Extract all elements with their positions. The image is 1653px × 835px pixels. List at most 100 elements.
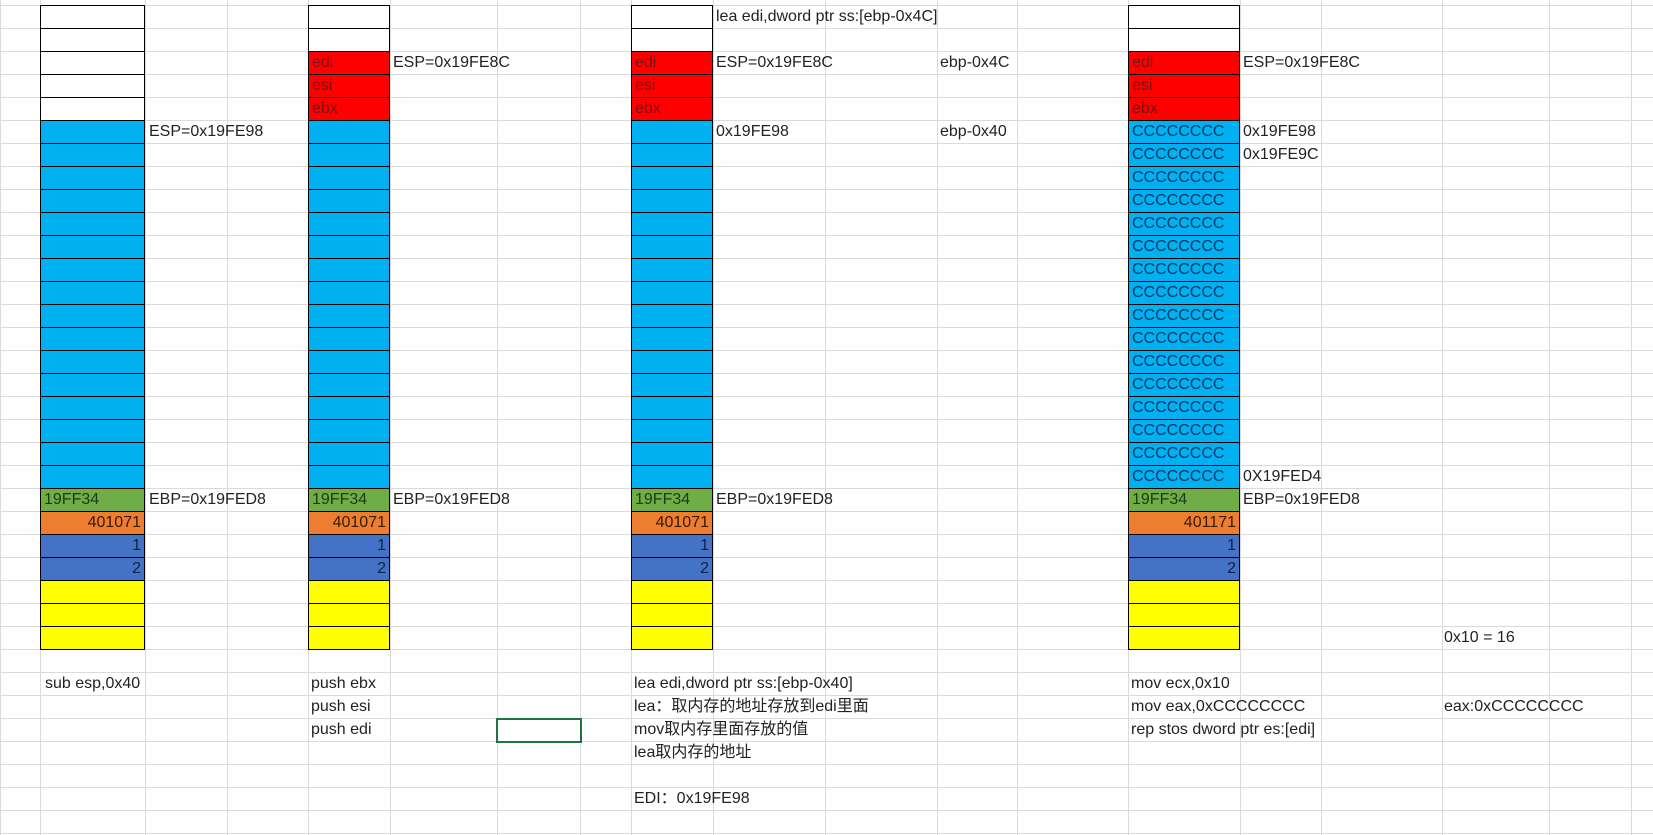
stack-cell[interactable]: 401071 — [40, 511, 145, 535]
stack-cell[interactable] — [308, 419, 390, 443]
stack-cell[interactable] — [308, 212, 390, 236]
stack-cell[interactable]: ebx — [631, 97, 713, 121]
stack-cell[interactable]: esi — [631, 74, 713, 98]
stack-cell[interactable] — [308, 580, 390, 604]
stack-cell[interactable] — [631, 465, 713, 489]
stack-cell[interactable] — [308, 304, 390, 328]
stack-cell[interactable]: CCCCCCCC — [1128, 419, 1240, 443]
stack-cell[interactable] — [631, 626, 713, 650]
stack-cell[interactable]: edi — [631, 51, 713, 75]
stack-cell[interactable] — [1128, 28, 1240, 52]
stack-cell[interactable] — [631, 304, 713, 328]
stack-cell[interactable]: CCCCCCCC — [1128, 442, 1240, 466]
stack-cell[interactable] — [308, 28, 390, 52]
stack-cell[interactable] — [40, 120, 145, 144]
stack-cell[interactable]: edi — [1128, 51, 1240, 75]
stack-cell[interactable] — [40, 189, 145, 213]
stack-cell[interactable]: CCCCCCCC — [1128, 396, 1240, 420]
stack-cell[interactable] — [308, 189, 390, 213]
stack-cell[interactable]: CCCCCCCC — [1128, 327, 1240, 351]
stack-cell[interactable] — [631, 28, 713, 52]
stack-cell[interactable] — [40, 304, 145, 328]
stack-cell[interactable] — [40, 5, 145, 29]
stack-cell[interactable] — [40, 235, 145, 259]
stack-cell[interactable]: 1 — [631, 534, 713, 558]
stack-cell[interactable] — [40, 580, 145, 604]
stack-cell[interactable] — [308, 373, 390, 397]
stack-cell[interactable] — [308, 603, 390, 627]
stack-cell[interactable] — [40, 281, 145, 305]
stack-cell[interactable]: 1 — [1128, 534, 1240, 558]
stack-cell[interactable] — [308, 327, 390, 351]
stack-cell[interactable] — [631, 281, 713, 305]
stack-cell[interactable] — [308, 626, 390, 650]
stack-cell[interactable] — [308, 442, 390, 466]
stack-cell[interactable] — [631, 442, 713, 466]
stack-cell[interactable]: CCCCCCCC — [1128, 350, 1240, 374]
stack-cell[interactable] — [308, 465, 390, 489]
stack-cell[interactable] — [40, 396, 145, 420]
stack-cell[interactable] — [40, 212, 145, 236]
stack-cell[interactable]: 19FF34 — [308, 488, 390, 512]
stack-cell[interactable]: 1 — [40, 534, 145, 558]
stack-cell[interactable] — [40, 350, 145, 374]
stack-cell[interactable] — [40, 143, 145, 167]
stack-cell[interactable]: 2 — [40, 557, 145, 581]
stack-cell[interactable]: esi — [308, 74, 390, 98]
stack-cell[interactable]: 19FF34 — [631, 488, 713, 512]
stack-cell[interactable]: CCCCCCCC — [1128, 235, 1240, 259]
stack-cell[interactable] — [308, 166, 390, 190]
stack-cell[interactable]: CCCCCCCC — [1128, 373, 1240, 397]
stack-cell[interactable]: edi — [308, 51, 390, 75]
stack-cell[interactable]: 1 — [308, 534, 390, 558]
stack-cell[interactable] — [631, 235, 713, 259]
stack-cell[interactable] — [631, 258, 713, 282]
stack-cell[interactable]: CCCCCCCC — [1128, 120, 1240, 144]
selected-cell[interactable] — [496, 718, 582, 743]
stack-cell[interactable] — [308, 143, 390, 167]
stack-cell[interactable]: CCCCCCCC — [1128, 212, 1240, 236]
stack-cell[interactable]: CCCCCCCC — [1128, 281, 1240, 305]
stack-cell[interactable] — [308, 258, 390, 282]
stack-cell[interactable] — [40, 465, 145, 489]
stack-cell[interactable] — [631, 350, 713, 374]
stack-cell[interactable] — [40, 258, 145, 282]
stack-cell[interactable] — [40, 97, 145, 121]
stack-cell[interactable] — [631, 189, 713, 213]
stack-cell[interactable] — [631, 143, 713, 167]
stack-cell[interactable] — [631, 120, 713, 144]
stack-cell[interactable] — [40, 603, 145, 627]
stack-cell[interactable] — [308, 235, 390, 259]
stack-cell[interactable] — [631, 166, 713, 190]
stack-cell[interactable] — [40, 28, 145, 52]
stack-cell[interactable]: CCCCCCCC — [1128, 304, 1240, 328]
stack-cell[interactable]: 401171 — [1128, 511, 1240, 535]
stack-cell[interactable] — [40, 419, 145, 443]
stack-cell[interactable]: 2 — [1128, 557, 1240, 581]
stack-cell[interactable] — [40, 166, 145, 190]
stack-cell[interactable]: 401071 — [308, 511, 390, 535]
stack-cell[interactable]: CCCCCCCC — [1128, 166, 1240, 190]
stack-cell[interactable] — [631, 580, 713, 604]
stack-cell[interactable] — [40, 442, 145, 466]
stack-cell[interactable]: 19FF34 — [1128, 488, 1240, 512]
stack-cell[interactable] — [631, 396, 713, 420]
stack-cell[interactable] — [1128, 5, 1240, 29]
stack-cell[interactable] — [40, 51, 145, 75]
stack-cell[interactable] — [308, 5, 390, 29]
stack-cell[interactable]: 2 — [308, 557, 390, 581]
stack-cell[interactable]: CCCCCCCC — [1128, 189, 1240, 213]
stack-cell[interactable] — [308, 350, 390, 374]
stack-cell[interactable]: CCCCCCCC — [1128, 143, 1240, 167]
stack-cell[interactable] — [308, 396, 390, 420]
stack-cell[interactable]: esi — [1128, 74, 1240, 98]
stack-cell[interactable] — [1128, 603, 1240, 627]
stack-cell[interactable] — [631, 327, 713, 351]
stack-cell[interactable] — [631, 212, 713, 236]
stack-cell[interactable] — [631, 373, 713, 397]
stack-cell[interactable]: CCCCCCCC — [1128, 258, 1240, 282]
stack-cell[interactable]: 2 — [631, 557, 713, 581]
stack-cell[interactable]: 401071 — [631, 511, 713, 535]
stack-cell[interactable] — [631, 603, 713, 627]
stack-cell[interactable] — [1128, 580, 1240, 604]
